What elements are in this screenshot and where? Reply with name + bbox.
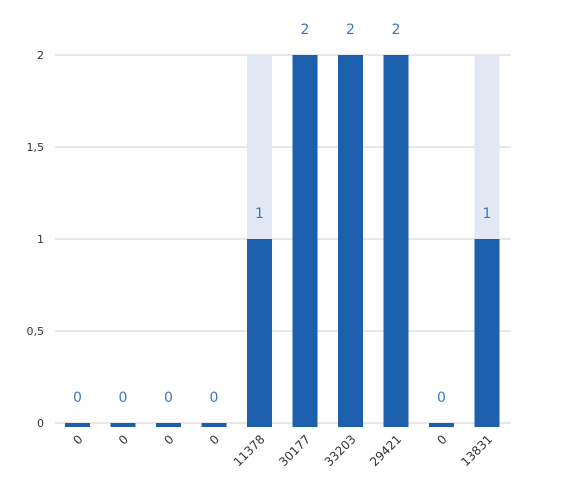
bar [474,239,500,427]
data-label: 0 [210,390,219,406]
bar [247,239,272,427]
x-tick-label: 29421 [367,432,404,469]
data-label: 0 [437,390,446,406]
bar [156,423,181,427]
x-tick-label: 0 [207,432,222,447]
data-label: 2 [392,22,401,38]
x-tick-label: 0 [161,432,176,447]
bar [338,55,363,427]
data-labels: 0 0 0 0 1 2 2 2 0 1 [73,22,491,406]
x-tick-label: 33203 [322,432,359,469]
data-label: 1 [255,206,264,222]
x-tick-label: 13831 [458,432,495,469]
bars [65,55,500,427]
gridlines [55,54,511,424]
y-tick-label: 1,5 [27,141,45,154]
bar [292,55,318,427]
y-axis: 0 0,5 1 1,5 2 [27,49,45,430]
x-tick-label: 11378 [231,432,268,469]
bar [65,423,90,427]
x-tick-label: 0 [116,432,131,447]
data-label: 0 [119,390,128,406]
data-label: 1 [483,206,492,222]
x-axis: 0 0 0 0 11378 30177 33203 29421 0 13831 [70,432,495,469]
x-tick-label: 0 [70,432,85,447]
bar [110,423,136,427]
x-tick-label: 0 [434,432,449,447]
data-label: 2 [301,22,310,38]
y-tick-label: 1 [37,233,44,246]
x-tick-label: 30177 [276,432,313,469]
y-tick-label: 2 [37,49,44,62]
bar [429,423,454,427]
bar [383,55,409,427]
data-label: 0 [164,390,173,406]
bar [201,423,227,427]
y-tick-label: 0,5 [27,325,45,338]
data-label: 2 [346,22,355,38]
y-tick-label: 0 [37,417,44,430]
data-label: 0 [73,390,82,406]
